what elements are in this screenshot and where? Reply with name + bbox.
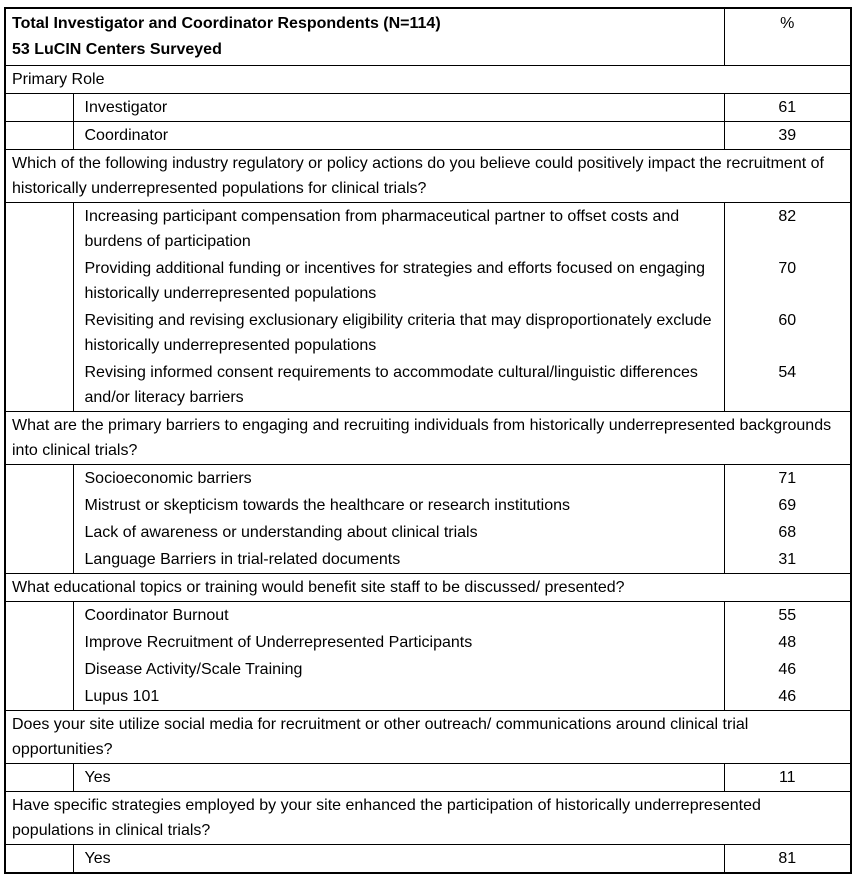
item-value: 82 [723, 202, 851, 255]
item-indent-cell [5, 546, 74, 574]
percent-column-header: % [723, 8, 851, 66]
item-indent-cell [5, 359, 74, 412]
item-indent-cell [5, 763, 74, 792]
item-label: Lack of awareness or understanding about… [84, 524, 478, 541]
item-row: Revisiting and revising exclusionary eli… [5, 307, 851, 359]
item-indent-cell [5, 656, 74, 683]
item-indent-cell [5, 601, 74, 629]
item-value: 71 [723, 464, 851, 492]
item-row: Coordinator 39 [5, 121, 851, 150]
item-value: 48 [723, 629, 851, 656]
section-question: Primary Role [5, 65, 851, 94]
table-header-row: Total Investigator and Coordinator Respo… [5, 8, 851, 66]
item-value: 31 [723, 546, 851, 574]
item-label: Providing additional funding or incentiv… [84, 260, 706, 302]
section-question: Have specific strategies employed by you… [5, 791, 851, 845]
item-value: 68 [723, 519, 851, 546]
item-indent-cell [5, 683, 74, 711]
item-row: Yes 11 [5, 763, 851, 792]
item-value: 70 [723, 255, 851, 307]
section-row: What are the primary barriers to engagin… [5, 411, 851, 465]
item-indent-cell [5, 464, 74, 492]
item-row: Socioeconomic barriers 71 [5, 464, 851, 492]
item-indent-cell [5, 202, 74, 255]
item-indent-cell [5, 307, 74, 359]
section-question: Does your site utilize social media for … [5, 710, 851, 764]
item-label: Coordinator Burnout [73, 601, 724, 629]
section-row: Which of the following industry regulato… [5, 149, 851, 203]
item-row: Mistrust or skepticism towards the healt… [5, 492, 851, 519]
title-line-1: Total Investigator and Coordinator Respo… [12, 15, 441, 32]
item-row: Disease Activity/Scale Training 46 [5, 656, 851, 683]
item-indent-cell [5, 629, 74, 656]
survey-table-page: Total Investigator and Coordinator Respo… [4, 7, 852, 874]
item-value: 39 [723, 121, 851, 150]
item-value: 54 [723, 359, 851, 412]
item-row: Investigator 61 [5, 93, 851, 122]
item-label: Mistrust or skepticism towards the healt… [84, 497, 571, 514]
section-row: What educational topics or training woul… [5, 573, 851, 602]
item-label: Investigator [73, 93, 724, 122]
item-value: 69 [723, 492, 851, 519]
item-value: 55 [723, 601, 851, 629]
item-label: Revisiting and revising exclusionary eli… [84, 312, 712, 354]
title-line-2: 53 LuCIN Centers Surveyed [12, 41, 222, 58]
section-question: What are the primary barriers to engagin… [5, 411, 851, 465]
item-indent-cell [5, 519, 74, 546]
survey-results-table: Total Investigator and Coordinator Respo… [4, 7, 852, 874]
item-value: 61 [723, 93, 851, 122]
section-row: Have specific strategies employed by you… [5, 791, 851, 845]
item-label: Language Barriers in trial-related docum… [84, 551, 401, 568]
item-row: Providing additional funding or incentiv… [5, 255, 851, 307]
section-row: Does your site utilize social media for … [5, 710, 851, 764]
item-row: Lupus 101 46 [5, 683, 851, 711]
section-question: Which of the following industry regulato… [5, 149, 851, 203]
item-label: Improve Recruitment of Underrepresented … [84, 634, 473, 651]
item-label: Revising informed consent requirements t… [84, 364, 698, 406]
item-row: Lack of awareness or understanding about… [5, 519, 851, 546]
item-row: Coordinator Burnout 55 [5, 601, 851, 629]
item-row: Improve Recruitment of Underrepresented … [5, 629, 851, 656]
item-value: 46 [723, 683, 851, 711]
item-value: 46 [723, 656, 851, 683]
item-label: Socioeconomic barriers [73, 464, 724, 492]
item-label: Coordinator [73, 121, 724, 150]
table-title: Total Investigator and Coordinator Respo… [5, 8, 724, 66]
item-value: 60 [723, 307, 851, 359]
item-indent-cell [5, 93, 74, 122]
item-label: Lupus 101 [84, 688, 160, 705]
item-label: Yes [73, 763, 724, 792]
item-indent-cell [5, 255, 74, 307]
item-value: 11 [723, 763, 851, 792]
item-label: Increasing participant compensation from… [73, 202, 724, 255]
section-row: Primary Role [5, 65, 851, 94]
item-indent-cell [5, 492, 74, 519]
item-indent-cell [5, 121, 74, 150]
item-row: Increasing participant compensation from… [5, 202, 851, 255]
item-row: Language Barriers in trial-related docum… [5, 546, 851, 574]
item-label: Disease Activity/Scale Training [84, 661, 303, 678]
item-row: Revising informed consent requirements t… [5, 359, 851, 412]
section-question: What educational topics or training woul… [5, 573, 851, 602]
